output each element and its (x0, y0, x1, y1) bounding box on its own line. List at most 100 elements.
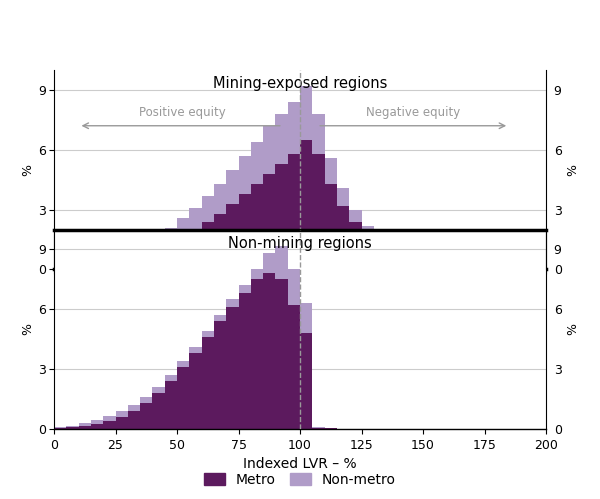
Bar (226, 307, 239, 429)
Bar (263, 174, 275, 269)
Bar (288, 269, 300, 429)
Bar (300, 303, 313, 429)
Bar (313, 428, 325, 429)
Bar (325, 428, 337, 429)
Bar (152, 387, 164, 429)
Bar (140, 403, 152, 429)
Bar (251, 269, 263, 429)
Bar (103, 258, 116, 269)
Bar (115, 417, 128, 429)
Bar (67, 427, 79, 429)
Bar (288, 154, 300, 269)
Bar (485, 268, 497, 269)
Bar (398, 253, 410, 269)
Bar (337, 188, 349, 269)
Bar (79, 264, 91, 269)
Bar (374, 238, 386, 269)
Y-axis label: %: % (566, 323, 579, 335)
Bar (436, 265, 448, 269)
Bar (313, 427, 325, 429)
Bar (485, 268, 497, 269)
Bar (239, 156, 251, 269)
Bar (91, 420, 103, 429)
Bar (140, 254, 152, 269)
Bar (202, 196, 214, 269)
Bar (398, 256, 410, 269)
Bar (67, 426, 79, 429)
Bar (226, 204, 239, 269)
Bar (103, 416, 116, 429)
Bar (214, 184, 226, 269)
Bar (164, 244, 177, 269)
Bar (410, 258, 423, 269)
Bar (436, 264, 448, 269)
Bar (226, 170, 239, 269)
Bar (128, 405, 140, 429)
Bar (67, 266, 79, 269)
Bar (202, 337, 214, 429)
Bar (79, 266, 91, 269)
Bar (288, 305, 300, 429)
X-axis label: Indexed LVR – %: Indexed LVR – % (243, 458, 357, 472)
Y-axis label: %: % (566, 164, 579, 176)
Bar (313, 154, 325, 269)
Bar (325, 158, 337, 269)
Bar (103, 421, 116, 429)
Bar (190, 347, 202, 429)
Bar (275, 279, 288, 429)
Bar (460, 267, 472, 269)
Bar (337, 206, 349, 269)
Bar (152, 236, 164, 269)
Legend: Metro, Non-metro: Metro, Non-metro (199, 467, 401, 492)
Bar (177, 361, 190, 429)
Bar (472, 267, 485, 269)
Bar (115, 254, 128, 269)
Bar (67, 267, 79, 269)
Bar (177, 238, 190, 269)
Bar (164, 375, 177, 429)
Bar (115, 411, 128, 429)
Bar (190, 230, 202, 269)
Bar (214, 321, 226, 429)
Y-axis label: %: % (21, 323, 34, 335)
Bar (128, 250, 140, 269)
Bar (410, 260, 423, 269)
Text: Negative equity: Negative equity (366, 106, 460, 119)
Bar (239, 194, 251, 269)
Bar (164, 381, 177, 429)
Bar (374, 244, 386, 269)
Bar (128, 258, 140, 269)
Bar (275, 114, 288, 269)
Bar (190, 353, 202, 429)
Bar (54, 268, 67, 269)
Bar (251, 184, 263, 269)
Bar (361, 234, 374, 269)
Bar (349, 210, 361, 269)
Bar (509, 268, 521, 269)
Bar (251, 142, 263, 269)
Bar (214, 315, 226, 429)
Bar (386, 248, 398, 269)
Bar (460, 267, 472, 269)
Bar (177, 367, 190, 429)
Bar (325, 428, 337, 429)
Bar (300, 140, 313, 269)
Bar (275, 246, 288, 429)
Bar (103, 263, 116, 269)
Bar (140, 397, 152, 429)
Bar (263, 273, 275, 429)
Bar (497, 268, 509, 269)
Text: Positive equity: Positive equity (139, 106, 225, 119)
Text: Non-mining regions: Non-mining regions (228, 236, 372, 250)
Text: Mining-exposed regions: Mining-exposed regions (213, 76, 387, 91)
Bar (497, 268, 509, 269)
Bar (300, 86, 313, 269)
Bar (349, 222, 361, 269)
Bar (251, 279, 263, 429)
Bar (325, 184, 337, 269)
Bar (423, 263, 436, 269)
Bar (448, 265, 460, 269)
Bar (190, 208, 202, 269)
Bar (79, 426, 91, 429)
Bar (448, 266, 460, 269)
